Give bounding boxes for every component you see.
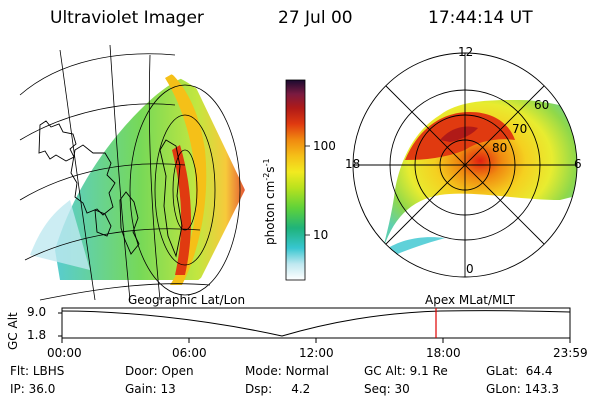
mlat-label-70: 70 bbox=[512, 122, 528, 136]
unit-base: photon cm bbox=[263, 180, 277, 245]
filter-value: LBHS bbox=[32, 364, 65, 378]
right-panel-label: Apex MLat/MLT bbox=[425, 293, 515, 307]
gain-value: 13 bbox=[160, 382, 176, 396]
time-tick-2: 12:00 bbox=[299, 346, 334, 360]
time-tick-3: 18:00 bbox=[426, 346, 461, 360]
ip-label: IP: bbox=[10, 382, 25, 396]
altitude-tick-low: 1.8 bbox=[27, 328, 47, 342]
ip-value: 36.0 bbox=[28, 382, 56, 396]
dsp-value: 4.2 bbox=[291, 382, 311, 396]
unit-exp-2: -1 bbox=[262, 158, 271, 167]
dsp-label: Dsp: bbox=[245, 382, 273, 396]
unit-exp-1: -2 bbox=[262, 172, 271, 181]
observation-time: 17:44:14 UT bbox=[428, 8, 533, 28]
colorbar-tick-100: 100 bbox=[313, 139, 336, 153]
mode-label: Mode: bbox=[245, 364, 282, 378]
door-value: Open bbox=[161, 364, 194, 378]
colorbar-tick-10: 10 bbox=[313, 228, 329, 242]
status-seq: Seq: 30 bbox=[364, 382, 410, 396]
status-ip: IP: 36.0 bbox=[10, 382, 55, 396]
time-tick-1: 06:00 bbox=[172, 346, 207, 360]
mlt-label-0: 0 bbox=[466, 262, 474, 276]
time-tick-4: 23:59 bbox=[553, 346, 588, 360]
mode-value: Normal bbox=[285, 364, 329, 378]
glon-label: GLon: bbox=[486, 382, 521, 396]
mlt-label-6: 6 bbox=[574, 157, 582, 171]
mlt-label-18: 18 bbox=[345, 157, 361, 171]
status-dsp: Dsp: 4.2 bbox=[245, 382, 310, 396]
altitude-strip bbox=[58, 307, 571, 343]
mlat-label-80: 80 bbox=[492, 141, 508, 155]
glat-value: 64.4 bbox=[525, 364, 553, 378]
door-label: Door: bbox=[125, 364, 158, 378]
glat-label: GLat: bbox=[486, 364, 519, 378]
gc-alt-value: 9.1 Re bbox=[409, 364, 448, 378]
seq-label: Seq: bbox=[364, 382, 391, 396]
status-filter: Flt: LBHS bbox=[10, 364, 64, 378]
filter-label: Flt: bbox=[10, 364, 29, 378]
status-mode: Mode: Normal bbox=[245, 364, 329, 378]
altitude-tick-high: 9.0 bbox=[27, 305, 47, 319]
unit-mid: s bbox=[263, 166, 277, 173]
mlat-label-60: 60 bbox=[534, 98, 550, 112]
mlt-label-12: 12 bbox=[458, 45, 474, 59]
gc-alt-label: GC Alt: bbox=[364, 364, 406, 378]
colorbar-unit-label: photon cm-2s-1 bbox=[262, 158, 277, 245]
gain-label: Gain: bbox=[125, 382, 157, 396]
polar-image bbox=[352, 52, 578, 278]
time-tick-0: 00:00 bbox=[47, 346, 82, 360]
left-panel-label: Geographic Lat/Lon bbox=[128, 293, 246, 307]
status-glon: GLon: 143.3 bbox=[486, 382, 559, 396]
observation-date: 27 Jul 00 bbox=[278, 8, 353, 28]
status-glat: GLat: 64.4 bbox=[486, 364, 552, 378]
colorbar bbox=[285, 79, 310, 281]
status-gain: Gain: 13 bbox=[125, 382, 176, 396]
status-gc-alt: GC Alt: 9.1 Re bbox=[364, 364, 448, 378]
altitude-axis-label: GC Alt bbox=[6, 312, 20, 350]
geographic-image bbox=[5, 44, 245, 301]
glon-value: 143.3 bbox=[524, 382, 559, 396]
seq-value: 30 bbox=[394, 382, 410, 396]
instrument-title: Ultraviolet Imager bbox=[50, 8, 204, 28]
status-door: Door: Open bbox=[125, 364, 194, 378]
